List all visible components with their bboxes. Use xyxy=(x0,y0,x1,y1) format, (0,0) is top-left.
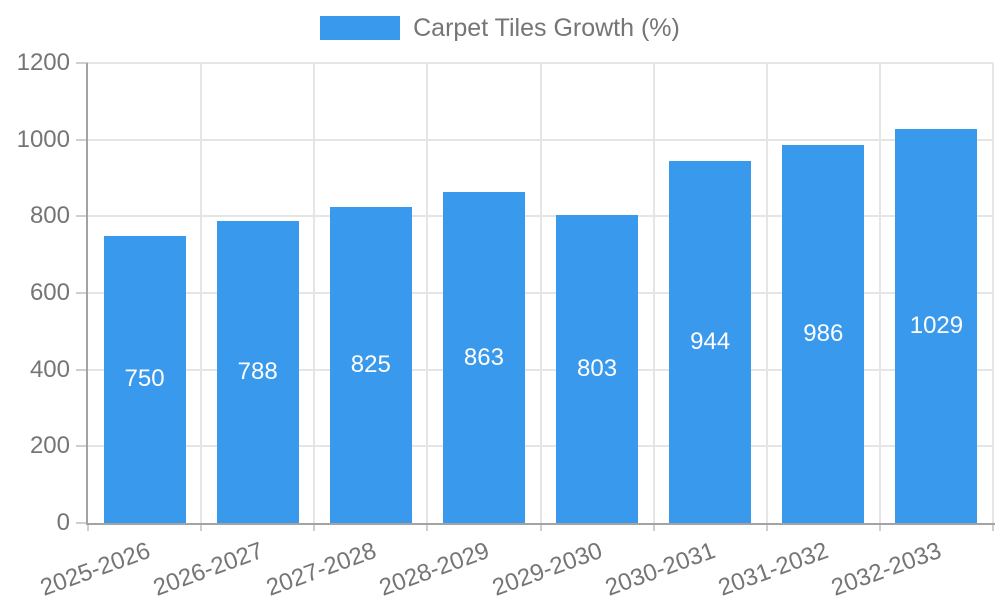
x-tick-mark xyxy=(313,523,316,531)
y-tick-label: 0 xyxy=(56,509,70,536)
bar[interactable]: 788 xyxy=(216,220,299,523)
bar[interactable]: 944 xyxy=(669,161,752,523)
bar-value-label: 944 xyxy=(690,328,731,356)
bar[interactable]: 863 xyxy=(442,192,525,523)
x-tick-mark xyxy=(878,523,881,531)
legend[interactable]: Carpet Tiles Growth (%) xyxy=(0,14,1000,42)
bar[interactable]: 803 xyxy=(556,215,639,523)
y-tick-mark xyxy=(76,138,88,141)
x-axis-line xyxy=(86,523,995,525)
v-gridline xyxy=(765,63,768,523)
v-gridline xyxy=(539,63,542,523)
y-tick-mark xyxy=(76,292,88,294)
y-tick-label: 800 xyxy=(29,202,70,230)
x-tick-mark xyxy=(426,523,429,531)
x-tick-mark xyxy=(87,523,89,531)
legend-label: Carpet Tiles Growth (%) xyxy=(413,14,680,42)
bar[interactable]: 986 xyxy=(782,145,865,523)
y-tick-mark xyxy=(76,62,88,64)
v-gridline xyxy=(992,63,994,523)
bar-value-label: 788 xyxy=(237,357,278,385)
y-tick-mark xyxy=(76,445,88,448)
v-gridline xyxy=(200,63,203,523)
y-tick-mark xyxy=(76,215,88,218)
y-tick-label: 1000 xyxy=(16,125,70,153)
bar-value-label: 750 xyxy=(124,365,165,393)
plot-area: 750 788 825 863 803 944 986 1029 xyxy=(88,62,994,523)
x-tick-mark xyxy=(200,523,203,531)
y-tick-label: 600 xyxy=(29,279,70,306)
x-tick-mark xyxy=(765,523,768,531)
bar-value-label: 1029 xyxy=(909,311,964,339)
bar-value-label: 863 xyxy=(463,343,504,371)
y-tick-label: 200 xyxy=(29,432,70,460)
legend-swatch-icon xyxy=(320,16,401,40)
v-gridline xyxy=(652,63,655,523)
y-tick-label: 1200 xyxy=(16,49,70,76)
bar-value-label: 986 xyxy=(803,320,844,348)
x-tick-mark xyxy=(539,523,542,531)
v-gridline xyxy=(426,63,429,523)
bar[interactable]: 1029 xyxy=(895,128,978,523)
bar[interactable]: 825 xyxy=(329,206,412,523)
y-tick-label: 400 xyxy=(29,355,70,383)
x-tick-mark xyxy=(652,523,655,531)
y-tick-mark xyxy=(76,368,88,371)
bar-value-label: 825 xyxy=(350,350,391,378)
bar[interactable]: 750 xyxy=(103,235,186,523)
y-axis-line xyxy=(86,63,88,525)
bar-value-label: 803 xyxy=(577,355,618,383)
y-tick-mark xyxy=(76,522,88,524)
v-gridline xyxy=(878,63,881,523)
x-tick-mark xyxy=(992,523,994,531)
v-gridline xyxy=(313,63,316,523)
